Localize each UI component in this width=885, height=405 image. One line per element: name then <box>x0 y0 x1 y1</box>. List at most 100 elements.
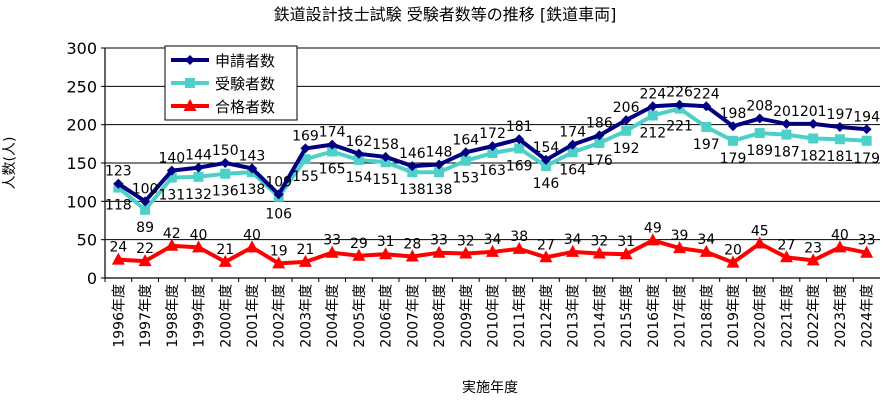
chart-title: 鉄道設計技士試験 受験者数等の推移 [鉄道車両] <box>274 5 617 24</box>
data-point <box>834 134 845 145</box>
data-point <box>138 254 152 267</box>
data-point <box>726 255 740 268</box>
x-tick-label: 2012年度 <box>539 284 555 348</box>
data-label: 169 <box>292 128 319 144</box>
y-tick-label: 300 <box>66 39 97 58</box>
data-label: 194 <box>853 109 880 125</box>
legend-label: 合格者数 <box>215 98 275 116</box>
data-label: 226 <box>666 85 693 101</box>
x-tick-label: 2019年度 <box>726 284 742 348</box>
data-label: 24 <box>109 240 127 256</box>
data-label: 181 <box>506 119 533 135</box>
x-tick-label: 2013年度 <box>566 284 582 348</box>
data-point <box>352 248 366 261</box>
data-label: 138 <box>239 182 266 198</box>
data-label: 140 <box>158 151 185 167</box>
x-tick-label: 2023年度 <box>833 284 849 348</box>
data-point <box>674 99 685 110</box>
data-point <box>460 147 471 158</box>
data-point <box>140 204 151 215</box>
data-label: 164 <box>452 132 479 148</box>
data-point <box>300 154 311 165</box>
data-point <box>460 155 471 166</box>
data-label: 132 <box>185 187 212 203</box>
data-label: 155 <box>292 169 319 185</box>
y-tick-label: 200 <box>66 116 97 135</box>
data-point <box>273 189 284 200</box>
data-point <box>327 146 338 157</box>
data-label: 224 <box>693 86 720 102</box>
data-label: 172 <box>479 126 506 142</box>
data-label: 34 <box>564 232 582 248</box>
data-point <box>834 121 845 132</box>
data-label: 197 <box>693 137 720 153</box>
data-label: 33 <box>858 233 876 249</box>
data-point <box>514 143 525 154</box>
data-point <box>701 121 712 132</box>
data-label: 118 <box>105 198 132 214</box>
data-label: 40 <box>831 227 849 243</box>
data-point <box>353 154 364 165</box>
x-tick-label: 1999年度 <box>192 284 208 348</box>
x-tick-label: 2001年度 <box>245 284 261 348</box>
legend-marker <box>183 99 197 111</box>
data-point <box>808 118 819 129</box>
data-point <box>380 157 391 168</box>
x-tick-label: 2000年度 <box>218 284 234 348</box>
data-point <box>781 118 792 129</box>
data-point <box>566 244 580 257</box>
x-tick-label: 2002年度 <box>272 284 288 348</box>
x-axis-ticks: 1996年度 1997年度 1998年度 1999年度 2000年度 2001年度 2002… <box>104 278 876 348</box>
data-point <box>487 141 498 152</box>
data-point <box>621 125 632 136</box>
y-tick-label: 100 <box>66 192 97 211</box>
data-label: 224 <box>639 86 666 102</box>
data-point <box>327 139 338 150</box>
data-point <box>512 241 526 254</box>
series-group <box>111 99 874 269</box>
data-point <box>753 236 767 249</box>
data-point <box>380 151 391 162</box>
data-label: 153 <box>452 171 479 187</box>
data-label: 182 <box>800 148 827 164</box>
data-point <box>353 148 364 159</box>
data-label: 34 <box>697 232 715 248</box>
x-tick-label: 2021年度 <box>779 284 795 348</box>
data-point <box>486 244 499 257</box>
data-point <box>728 135 739 146</box>
data-label: 49 <box>644 220 662 236</box>
data-label: 201 <box>800 104 827 120</box>
data-label: 179 <box>853 151 880 167</box>
data-point <box>434 167 445 178</box>
data-point <box>220 168 231 179</box>
y-tick-label: 0 <box>87 269 97 288</box>
data-label: 143 <box>239 148 266 164</box>
data-label: 106 <box>265 207 292 223</box>
data-point <box>487 148 498 159</box>
data-label: 31 <box>617 234 635 250</box>
data-label: 27 <box>778 237 796 253</box>
data-label: 151 <box>372 172 399 188</box>
data-label: 150 <box>212 143 239 159</box>
legend-label: 申請者数 <box>215 52 275 70</box>
data-label: 45 <box>751 224 769 240</box>
data-point <box>754 113 765 124</box>
data-label: 186 <box>586 115 613 131</box>
data-point <box>592 246 606 259</box>
data-label: 19 <box>270 243 288 259</box>
data-point <box>193 162 204 173</box>
data-point <box>860 245 874 258</box>
data-point <box>539 250 553 263</box>
data-label: 23 <box>804 240 822 256</box>
data-point <box>594 138 605 149</box>
data-label: 34 <box>484 232 502 248</box>
data-point <box>619 247 633 260</box>
data-label: 197 <box>827 107 854 123</box>
x-tick-label: 2018年度 <box>699 284 715 348</box>
x-tick-label: 2020年度 <box>753 284 769 348</box>
data-point <box>594 130 605 141</box>
data-point <box>140 196 151 207</box>
y-tick-label: 50 <box>77 231 97 250</box>
